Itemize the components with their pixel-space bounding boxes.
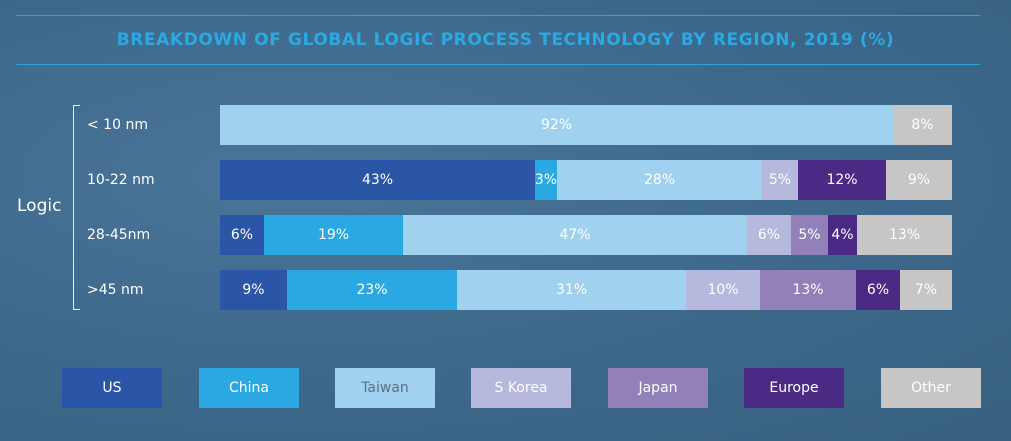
- bar-segment-taiwan: 92%: [220, 105, 893, 145]
- bar-segment-other: 8%: [893, 105, 952, 145]
- bar-segment-china: 19%: [264, 215, 403, 255]
- category-label: 28-45nm: [87, 227, 151, 243]
- bar-segment-s-korea: 10%: [686, 270, 760, 310]
- bar-segment-other: 7%: [900, 270, 952, 310]
- legend-item-japan: Japan: [608, 368, 708, 408]
- bar-segment-s-korea: 5%: [762, 160, 798, 200]
- bar-segment-europe: 6%: [856, 270, 900, 310]
- legend-item-s-korea: S Korea: [471, 368, 571, 408]
- legend-item-us: US: [62, 368, 162, 408]
- bar-segment-europe: 12%: [798, 160, 886, 200]
- title-rule-bottom: [16, 64, 980, 65]
- group-label: Logic: [17, 196, 62, 216]
- bar-segment-japan: 13%: [760, 270, 856, 310]
- legend-item-taiwan: Taiwan: [335, 368, 435, 408]
- bar-segment-taiwan: 47%: [403, 215, 747, 255]
- title-rule-top: [16, 15, 980, 16]
- bar-segment-us: 43%: [220, 160, 535, 200]
- group-bracket: [73, 105, 80, 310]
- bar-segment-other: 9%: [886, 160, 952, 200]
- legend-item-europe: Europe: [744, 368, 844, 408]
- chart-title: BREAKDOWN OF GLOBAL LOGIC PROCESS TECHNO…: [116, 30, 895, 50]
- category-label: < 10 nm: [87, 117, 148, 133]
- bar-segment-europe: 4%: [828, 215, 857, 255]
- bar-row: 92% 8%: [220, 105, 952, 145]
- bar-segment-china: 23%: [287, 270, 457, 310]
- bar-segment-taiwan: 31%: [457, 270, 686, 310]
- bar-segment-japan: 5%: [791, 215, 828, 255]
- bar-segment-other: 13%: [857, 215, 952, 255]
- bar-row: 9% 23% 31% 10% 13% 6% 7%: [220, 270, 952, 310]
- legend-item-other: Other: [881, 368, 981, 408]
- bar-segment-taiwan: 28%: [557, 160, 762, 200]
- legend-item-china: China: [199, 368, 299, 408]
- bar-segment-us: 6%: [220, 215, 264, 255]
- bar-segment-us: 9%: [220, 270, 287, 310]
- bar-row: 6% 19% 47% 6% 5% 4% 13%: [220, 215, 952, 255]
- bar-row: 43% 3% 28% 5% 12% 9%: [220, 160, 952, 200]
- bar-segment-s-korea: 6%: [747, 215, 791, 255]
- category-label: 10-22 nm: [87, 172, 155, 188]
- bar-segment-china: 3%: [535, 160, 557, 200]
- category-label: >45 nm: [87, 282, 144, 298]
